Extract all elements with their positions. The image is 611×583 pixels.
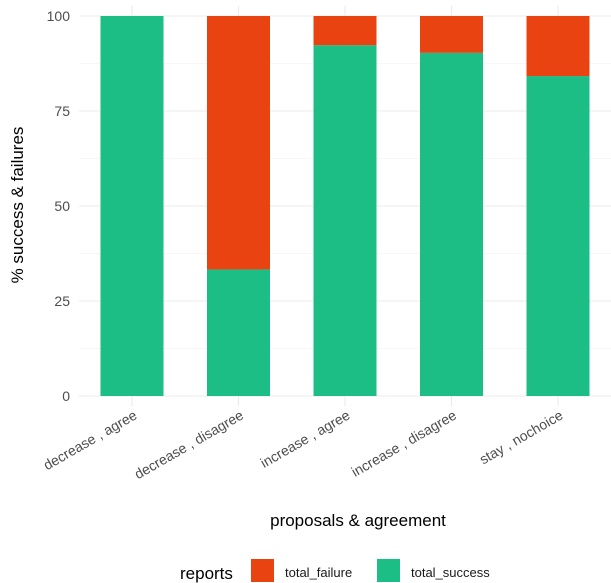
bar-total-success-0 [100, 16, 164, 396]
y-tick-label: 25 [54, 293, 70, 309]
y-tick-label: 75 [54, 103, 70, 119]
bar-total-failure-4 [526, 16, 590, 77]
bar-total-failure-1 [207, 16, 270, 270]
x-tick-label: decrease , agree [40, 407, 139, 473]
x-axis-title: proposals & agreement [270, 511, 446, 530]
x-tick-label: increase , disagree [349, 407, 460, 480]
bars [100, 16, 590, 397]
legend-label-total-success: total_success [411, 565, 490, 580]
x-tick-label: decrease , disagree [132, 407, 247, 482]
bar-total-success-3 [420, 52, 483, 397]
bar-total-success-2 [313, 45, 377, 396]
x-tick-label: stay , nochoice [477, 407, 566, 468]
y-tick-label: 100 [47, 8, 71, 24]
y-tick-labels: 0 25 50 75 100 [47, 8, 71, 404]
legend-swatch-total-failure [251, 559, 274, 582]
bar-total-success-4 [526, 76, 590, 396]
x-tick-label: increase , agree [258, 407, 353, 471]
legend-swatch-total-success [377, 559, 400, 582]
bar-total-success-1 [207, 269, 270, 396]
legend: reports total_failure total_success [180, 559, 490, 583]
y-tick-label: 0 [62, 388, 70, 404]
y-tick-label: 50 [54, 198, 70, 214]
bar-total-failure-2 [313, 16, 377, 46]
y-axis-title: % success & failures [8, 127, 27, 284]
legend-title: reports [180, 564, 233, 583]
legend-label-total-failure: total_failure [285, 565, 352, 580]
bar-total-failure-3 [420, 16, 483, 53]
